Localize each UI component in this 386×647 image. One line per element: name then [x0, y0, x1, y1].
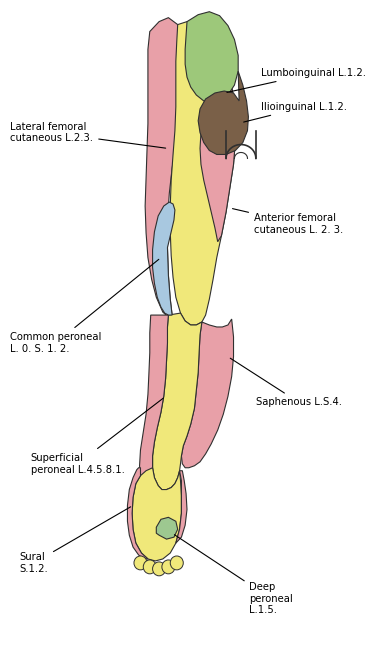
Text: Saphenous L.S.4.: Saphenous L.S.4.: [230, 358, 342, 408]
Text: Lumboinguinal L.1.2.: Lumboinguinal L.1.2.: [227, 68, 366, 93]
Polygon shape: [200, 77, 235, 242]
Polygon shape: [198, 71, 249, 155]
Polygon shape: [170, 21, 235, 325]
Text: Lateral femoral
cutaneous L.2.3.: Lateral femoral cutaneous L.2.3.: [10, 122, 166, 148]
Polygon shape: [152, 313, 202, 490]
Polygon shape: [156, 518, 178, 539]
Polygon shape: [127, 468, 148, 559]
Text: Common peroneal
L. 0. S. 1. 2.: Common peroneal L. 0. S. 1. 2.: [10, 259, 159, 354]
Circle shape: [170, 556, 183, 570]
Circle shape: [162, 560, 175, 574]
Circle shape: [152, 562, 166, 576]
Polygon shape: [140, 315, 168, 488]
Polygon shape: [145, 17, 185, 317]
Circle shape: [143, 560, 156, 574]
Text: Anterior femoral
cutaneous L. 2. 3.: Anterior femoral cutaneous L. 2. 3.: [232, 208, 343, 235]
Polygon shape: [176, 471, 187, 543]
Circle shape: [134, 556, 147, 570]
Text: Superficial
peroneal L.4.5.8.1.: Superficial peroneal L.4.5.8.1.: [31, 398, 163, 475]
Polygon shape: [132, 468, 181, 561]
Polygon shape: [181, 319, 234, 468]
Text: Ilioinguinal L.1.2.: Ilioinguinal L.1.2.: [244, 102, 347, 122]
Polygon shape: [152, 202, 175, 315]
Text: Deep
peroneal
L.1.5.: Deep peroneal L.1.5.: [174, 534, 293, 615]
Polygon shape: [185, 12, 238, 103]
Text: Sural
S.1.2.: Sural S.1.2.: [20, 507, 130, 574]
